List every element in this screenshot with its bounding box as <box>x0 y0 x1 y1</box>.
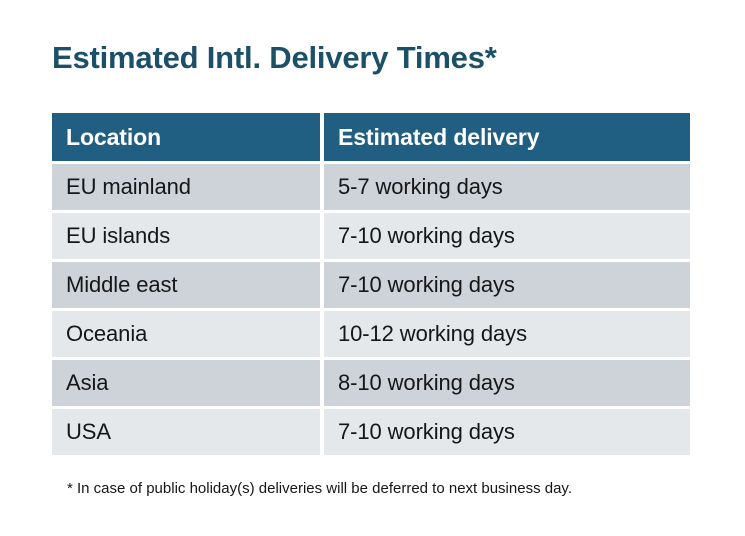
cell-location: USA <box>52 409 320 455</box>
table-header: Location Estimated delivery <box>52 113 690 161</box>
cell-estimated-delivery: 7-10 working days <box>324 409 690 455</box>
table-row: EU islands 7-10 working days <box>52 213 690 259</box>
cell-estimated-delivery: 5-7 working days <box>324 164 690 210</box>
cell-estimated-delivery: 10-12 working days <box>324 311 690 357</box>
page-title: Estimated Intl. Delivery Times* <box>52 40 497 75</box>
table-row: USA 7-10 working days <box>52 409 690 455</box>
footnote: * In case of public holiday(s) deliverie… <box>67 480 572 497</box>
cell-location: Asia <box>52 360 320 406</box>
cell-location: Oceania <box>52 311 320 357</box>
cell-estimated-delivery: 8-10 working days <box>324 360 690 406</box>
table-row: Oceania 10-12 working days <box>52 311 690 357</box>
table-body: EU mainland 5-7 working days EU islands … <box>52 164 690 455</box>
cell-location: EU islands <box>52 213 320 259</box>
table-row: Middle east 7-10 working days <box>52 262 690 308</box>
column-header-estimated-delivery: Estimated delivery <box>324 113 690 161</box>
table-header-row: Location Estimated delivery <box>52 113 690 161</box>
cell-estimated-delivery: 7-10 working days <box>324 262 690 308</box>
delivery-times-table: Location Estimated delivery EU mainland … <box>48 110 694 458</box>
column-header-location: Location <box>52 113 320 161</box>
table-row: Asia 8-10 working days <box>52 360 690 406</box>
table-row: EU mainland 5-7 working days <box>52 164 690 210</box>
cell-location: EU mainland <box>52 164 320 210</box>
cell-estimated-delivery: 7-10 working days <box>324 213 690 259</box>
cell-location: Middle east <box>52 262 320 308</box>
